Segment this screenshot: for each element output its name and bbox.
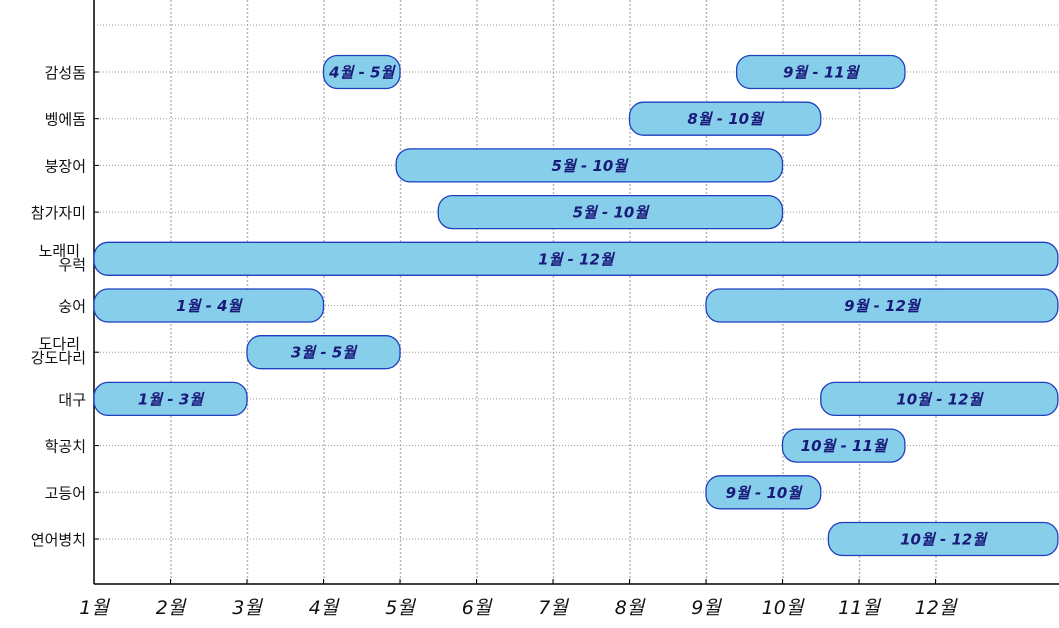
axes xyxy=(93,0,1059,585)
x-tick-label: 12월 xyxy=(915,597,958,619)
x-tick-label: 2월 xyxy=(156,597,187,619)
category-label: 학공치 xyxy=(45,438,86,456)
x-tick-label: 3월 xyxy=(232,597,263,619)
season-bar-label: 10월 - 12월 xyxy=(896,390,984,408)
season-bar xyxy=(395,148,784,183)
x-tick-label: 6월 xyxy=(462,597,493,619)
season-bar xyxy=(820,381,1059,417)
season-bar xyxy=(437,194,784,230)
x-tick-label: 1월 xyxy=(79,597,110,619)
season-bar xyxy=(705,475,822,510)
x-tick-label: 4월 xyxy=(309,597,340,619)
x-tick-label: 7월 xyxy=(538,597,569,619)
x-tick-label: 11월 xyxy=(838,597,881,619)
category-label: 연어병치 xyxy=(31,531,86,549)
season-bar-label: 1월 - 12월 xyxy=(538,250,616,268)
category-label: 대구 xyxy=(58,391,86,409)
x-tick-label: 9월 xyxy=(691,597,722,619)
category-label: 우럭 xyxy=(58,256,86,274)
season-bar-label: 9월 - 11월 xyxy=(783,64,861,82)
season-bar xyxy=(246,335,401,370)
x-tick-label: 5월 xyxy=(385,597,416,619)
season-bar-label: 1월 - 4월 xyxy=(176,297,243,315)
season-bar-label: 9월 - 10월 xyxy=(726,484,804,502)
season-bar xyxy=(93,241,1059,276)
season-bar-label: 5월 - 10월 xyxy=(573,204,651,222)
season-bar-label: 8월 - 10월 xyxy=(687,110,765,128)
category-label: 강도다리 xyxy=(31,349,86,367)
category-label: 감성돔 xyxy=(45,64,87,82)
category-label: 노래미 xyxy=(39,242,80,260)
season-bar xyxy=(781,428,906,463)
season-bar-label: 1월 - 3월 xyxy=(138,390,205,408)
season-bars: 4월 - 5월 9월 - 11월 8월 - 10월 5월 - 10월 5월 - 10월 1… xyxy=(93,54,1059,557)
season-bar xyxy=(93,288,325,323)
season-bar-label: 9월 - 12월 xyxy=(844,297,922,315)
x-tick-label: 8월 xyxy=(615,597,646,619)
season-bar-label: 5월 - 10월 xyxy=(552,157,630,175)
season-bar-label: 4월 - 5월 xyxy=(328,64,396,82)
category-label: 붕장어 xyxy=(45,157,86,175)
season-bar xyxy=(705,288,1059,323)
season-bar-label: 10월 - 11월 xyxy=(801,437,889,455)
season-bar xyxy=(322,54,401,90)
season-bar xyxy=(827,521,1059,557)
category-label: 숭어 xyxy=(58,298,86,316)
month-tick-labels: 1월 2월 3월 4월 5월 6월 7월 8월 9월 10월 11월 12월 xyxy=(79,579,958,619)
season-bar-label: 10월 - 12월 xyxy=(900,531,988,549)
x-tick-label: 10월 xyxy=(762,597,805,619)
season-bar-label: 3월 - 5월 xyxy=(291,344,358,362)
category-label: 참가자미 xyxy=(31,204,86,222)
season-bar xyxy=(628,101,822,136)
category-label: 벵에돔 xyxy=(45,111,87,129)
category-label: 도다리 xyxy=(39,335,80,353)
season-bar xyxy=(735,54,906,90)
season-bar xyxy=(93,381,248,417)
category-label: 고등어 xyxy=(45,484,86,502)
